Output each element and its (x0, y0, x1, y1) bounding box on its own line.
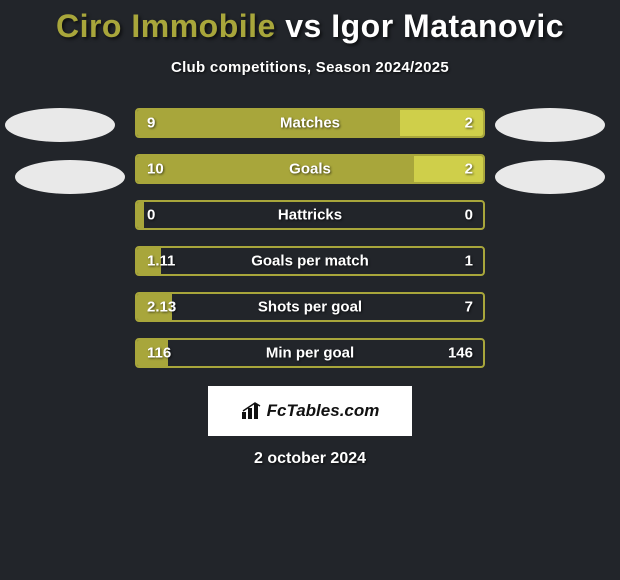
stat-label: Goals (289, 161, 331, 178)
stat-row: 10 2 Goals (0, 154, 620, 184)
stat-bar-track: 10 2 Goals (135, 154, 485, 184)
stat-value-left: 9 (147, 115, 155, 132)
chart-icon (241, 402, 263, 420)
logo-text: FcTables.com (241, 401, 380, 421)
date-label: 2 october 2024 (0, 450, 620, 468)
stat-value-right: 2 (465, 115, 473, 132)
stat-label: Shots per goal (258, 299, 362, 316)
stat-bar-track: 2.13 7 Shots per goal (135, 292, 485, 322)
comparison-title: Ciro Immobile vs Igor Matanovic (0, 0, 620, 45)
stat-value-right: 2 (465, 161, 473, 178)
stat-value-right: 7 (465, 299, 473, 316)
stat-row: 116 146 Min per goal (0, 338, 620, 368)
stat-bar-left (137, 202, 144, 228)
stat-row: 9 2 Matches (0, 108, 620, 138)
stat-bar-left (137, 110, 400, 136)
stat-value-left: 10 (147, 161, 164, 178)
stat-row: 2.13 7 Shots per goal (0, 292, 620, 322)
stat-row: 1.11 1 Goals per match (0, 246, 620, 276)
stat-label: Min per goal (266, 345, 354, 362)
stat-value-left: 1.11 (147, 253, 175, 270)
subtitle: Club competitions, Season 2024/2025 (0, 59, 620, 76)
player1-name: Ciro Immobile (56, 8, 276, 44)
stat-value-right: 146 (448, 345, 473, 362)
stat-value-right: 1 (465, 253, 473, 270)
stat-bar-track: 9 2 Matches (135, 108, 485, 138)
stat-bar-track: 116 146 Min per goal (135, 338, 485, 368)
vs-separator: vs (285, 8, 322, 44)
stat-value-left: 2.13 (147, 299, 176, 316)
player2-name: Igor Matanovic (331, 8, 564, 44)
stat-row: 0 0 Hattricks (0, 200, 620, 230)
chart-area: 9 2 Matches 10 2 Goals 0 0 Hattricks 1.11 1 Goals p… (0, 108, 620, 368)
stat-value-left: 116 (147, 345, 171, 362)
stat-label: Hattricks (278, 207, 342, 224)
stat-bar-track: 0 0 Hattricks (135, 200, 485, 230)
stat-label: Goals per match (251, 253, 369, 270)
stat-bar-left (137, 156, 414, 182)
logo-label: FcTables.com (267, 401, 380, 421)
stat-bar-track: 1.11 1 Goals per match (135, 246, 485, 276)
stat-label: Matches (280, 115, 340, 132)
stat-value-left: 0 (147, 207, 155, 224)
stat-value-right: 0 (465, 207, 473, 224)
source-logo: FcTables.com (208, 386, 412, 436)
